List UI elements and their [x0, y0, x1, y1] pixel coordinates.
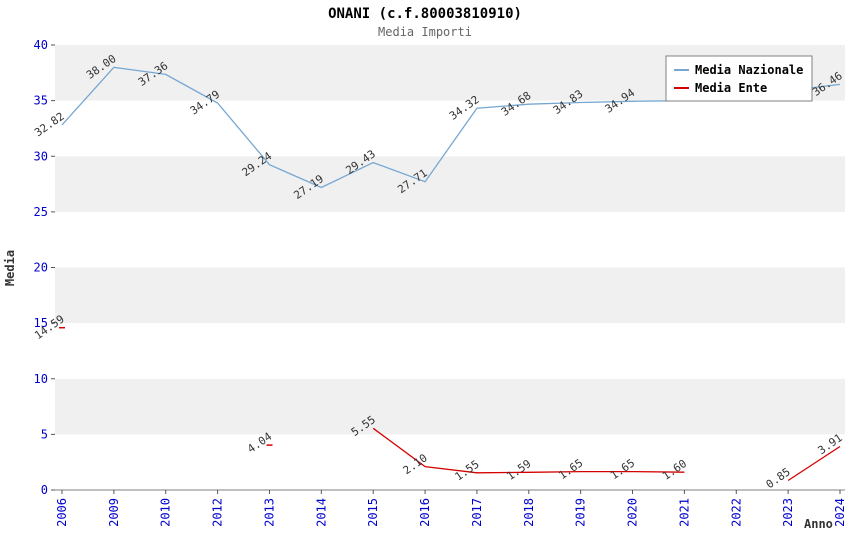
y-tick-label: 35 [34, 94, 48, 108]
plot-band [55, 156, 845, 212]
y-tick-label: 30 [34, 149, 48, 163]
plot-band [55, 323, 845, 379]
x-axis-title: Anno [804, 517, 833, 531]
y-tick-label: 20 [34, 261, 48, 275]
x-tick-label: 2023 [781, 498, 795, 527]
x-tick-label: 2019 [574, 498, 588, 527]
x-tick-label: 2024 [833, 498, 847, 527]
plot-area: 0 5 10 15 20 25 30 35 40 2006 2009 2010 2012 2013 2014… [32, 38, 847, 527]
legend-label-nazionale: Media Nazionale [695, 63, 803, 77]
x-tick-label: 2014 [314, 498, 328, 527]
y-tick-label: 0 [41, 483, 48, 497]
plot-band [55, 267, 845, 324]
plot-band [55, 434, 845, 491]
legend: Media Nazionale Media Ente [665, 55, 813, 102]
series-line-1 [787, 445, 841, 482]
y-tick-label: 40 [34, 38, 48, 52]
series-line-1 [372, 427, 685, 474]
y-axis-title: Media [3, 250, 17, 286]
y-tick-label: 25 [34, 205, 48, 219]
x-tick-label: 2009 [107, 498, 121, 527]
chart-subtitle: Media Importi [378, 25, 472, 39]
x-tick-label: 2006 [55, 498, 69, 527]
chart-title: ONANI (c.f.80003810910) [328, 6, 522, 22]
y-tick-label: 15 [34, 316, 48, 330]
x-tick-label: 2010 [159, 498, 173, 527]
y-tick-label: 10 [34, 372, 48, 386]
x-tick-label: 2020 [626, 498, 640, 527]
x-tick-label: 2017 [470, 498, 484, 527]
x-tick-label: 2022 [729, 498, 743, 527]
legend-label-ente: Media Ente [695, 81, 767, 95]
x-tick-label: 2016 [418, 498, 432, 527]
x-tick-label: 2015 [366, 498, 380, 527]
y-tick-label: 5 [41, 427, 48, 441]
x-tick-label: 2018 [522, 498, 536, 527]
plot-band [55, 211, 845, 268]
x-tick-label: 2013 [262, 498, 276, 527]
x-tick-label: 2021 [677, 498, 691, 527]
legend-box [665, 55, 813, 102]
plot-band [55, 378, 845, 435]
x-tick-label: 2012 [211, 498, 225, 527]
